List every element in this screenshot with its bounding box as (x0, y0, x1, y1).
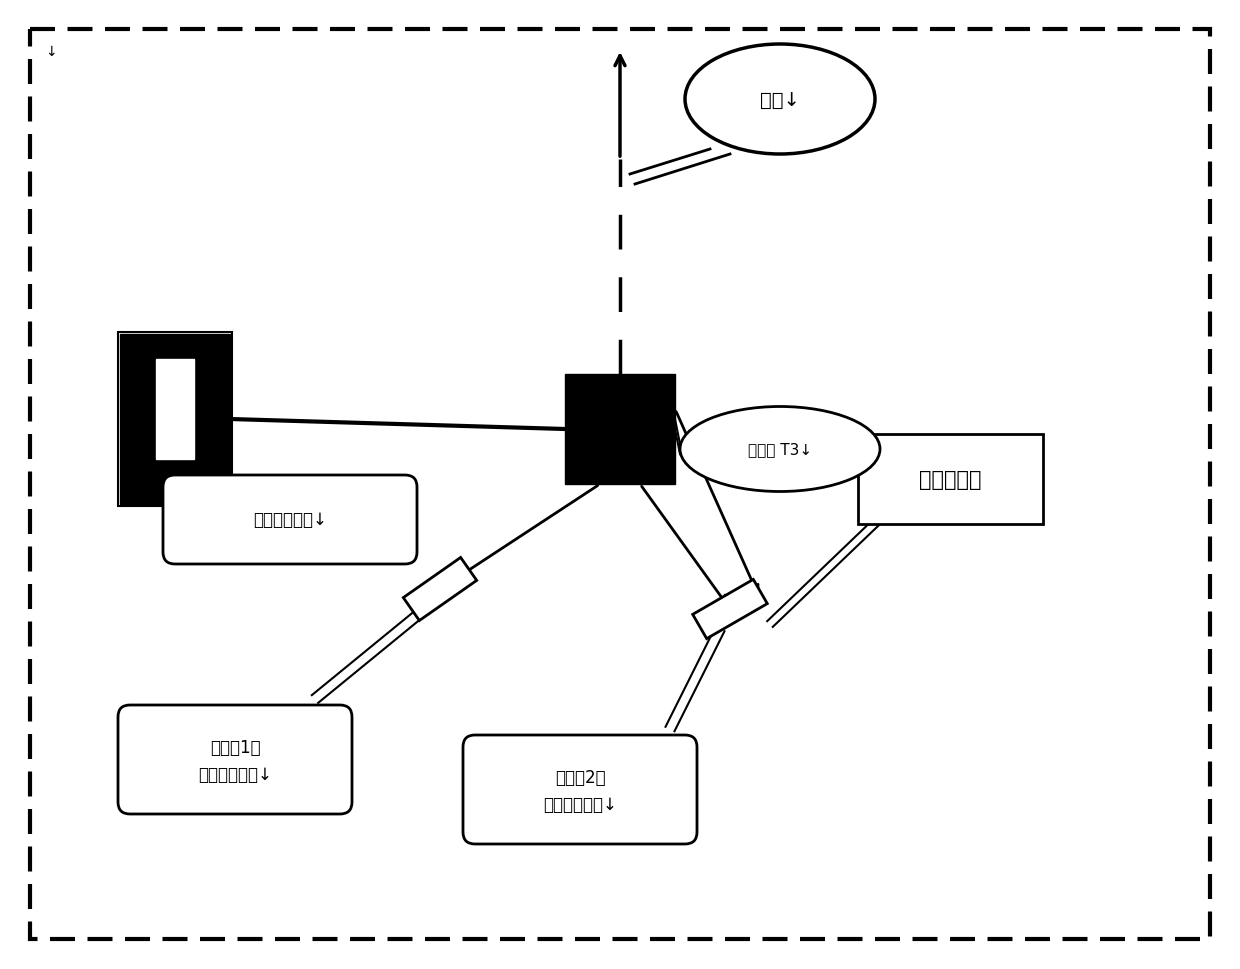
Text: 北向↓: 北向↓ (760, 90, 800, 109)
Polygon shape (195, 478, 290, 510)
Bar (858, 434, 1043, 524)
Bar (565, 375, 675, 484)
Text: ↓: ↓ (45, 45, 57, 59)
Text: 设备直角镜头↓: 设备直角镜头↓ (543, 796, 618, 813)
Polygon shape (403, 558, 476, 621)
FancyBboxPatch shape (118, 705, 352, 814)
Text: 计算机主机: 计算机主机 (919, 470, 981, 489)
Polygon shape (693, 579, 768, 639)
Ellipse shape (680, 407, 880, 492)
Bar (156, 359, 193, 459)
Text: 真北方向基准↓: 真北方向基准↓ (253, 511, 327, 528)
Text: 设备直角镜头↓: 设备直角镜头↓ (198, 766, 272, 783)
FancyBboxPatch shape (463, 735, 697, 844)
FancyBboxPatch shape (162, 476, 417, 564)
Text: 转台（1）: 转台（1） (210, 738, 260, 756)
Text: 经纬仪 T3↓: 经纬仪 T3↓ (748, 442, 812, 457)
Bar (120, 334, 229, 505)
Text: 转台（2）: 转台（2） (554, 768, 605, 786)
Ellipse shape (684, 45, 875, 155)
Bar (118, 332, 232, 507)
